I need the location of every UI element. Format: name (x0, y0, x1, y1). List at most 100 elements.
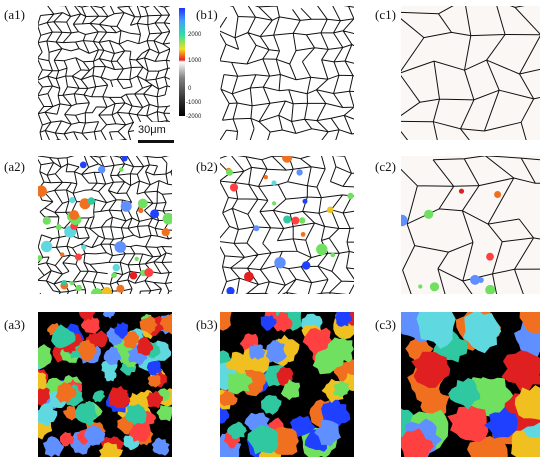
recrystallized-grain (416, 312, 456, 349)
recrystallized-grain (159, 313, 172, 335)
recrystallized-grain (55, 381, 77, 404)
nucleated-grain (137, 198, 148, 209)
grain-boundary-map-c2 (401, 156, 540, 294)
nucleated-grain (79, 161, 87, 169)
grain-map-c3 (401, 312, 540, 457)
recrystallized-grain (156, 405, 172, 422)
grain-boundary-network (38, 6, 170, 140)
recrystallized-grain (260, 394, 282, 415)
colorbar-tick-neg2000: -2000 (186, 114, 202, 120)
recrystallized-grain (484, 407, 518, 439)
recrystallized-grain (129, 420, 151, 442)
panel-label-b3: (b3) (196, 317, 218, 332)
nucleated-grain (69, 210, 80, 221)
colorbar-tick-neg1000: -1000 (186, 100, 202, 106)
recrystallized-grain (146, 390, 164, 409)
recrystallized-grain (146, 360, 163, 377)
nucleated-grain (458, 188, 465, 194)
recrystallized-grain (401, 428, 434, 457)
recrystallized-grain (247, 424, 279, 455)
nucleated-grain (111, 272, 117, 278)
recrystallized-grain (271, 312, 293, 333)
panel-label-a1: (a1) (4, 7, 25, 22)
scale-bar-line (138, 140, 174, 143)
grain-boundary-network (401, 6, 540, 140)
recrystallized-grain (114, 322, 129, 340)
nucleated-grain (134, 256, 139, 261)
nucleated-grain (274, 257, 286, 269)
nucleated-grain (116, 284, 125, 293)
panel-b1-grain-boundaries (220, 6, 354, 140)
recrystallized-grain (76, 339, 97, 361)
panel-a1-grain-boundaries (38, 6, 170, 140)
nucleated-grain (161, 228, 170, 237)
grain-boundary-network (38, 156, 172, 294)
nucleated-grain (282, 156, 293, 163)
panel-label-b2: (b2) (196, 159, 218, 174)
nucleated-grain (69, 197, 76, 204)
nucleated-grain (55, 224, 62, 231)
recrystallized-grain (226, 351, 250, 374)
recrystallized-grain (136, 337, 154, 356)
recrystallized-grain (121, 331, 141, 349)
nucleated-grain (418, 284, 423, 289)
panel-label-a3: (a3) (4, 317, 25, 332)
panel-label-a2: (a2) (4, 159, 25, 174)
recrystallized-grain (38, 344, 52, 368)
nucleated-grain (429, 282, 440, 292)
grain-map-a3 (38, 312, 172, 457)
recrystallized-grain (227, 368, 253, 395)
nucleated-grain (150, 209, 160, 219)
nucleated-grain (40, 240, 53, 253)
nucleated-grain (347, 192, 354, 200)
panel-c2-boundaries-with-grains (401, 156, 540, 294)
recrystallized-grain (151, 437, 170, 456)
recrystallized-grain (51, 324, 76, 349)
nucleated-grain (272, 201, 277, 206)
recrystallized-grain (265, 340, 287, 364)
nucleated-grain (38, 185, 47, 197)
recrystallized-grain (59, 431, 75, 447)
nucleated-grain (38, 255, 43, 261)
nucleated-grain (316, 243, 328, 256)
recrystallized-grain (260, 315, 277, 331)
colorbar-tick-1000: 1000 (188, 58, 202, 64)
nucleated-grain (114, 241, 127, 253)
nucleated-grain (401, 214, 408, 227)
nucleated-grain (244, 271, 254, 282)
recrystallized-grain (411, 351, 451, 388)
scale-bar-label: 30μm (138, 124, 166, 136)
panel-a3-recrystallized-grains (38, 312, 172, 457)
grain-boundary-map-a1 (38, 6, 170, 140)
recrystallized-grain (78, 312, 96, 322)
recrystallized-grain (92, 390, 106, 403)
recrystallized-grain (447, 405, 489, 443)
recrystallized-grain (139, 315, 158, 335)
nucleated-grain (69, 280, 75, 286)
nucleated-grain (112, 263, 121, 272)
grain-boundary-map-a2 (38, 156, 172, 294)
nucleated-grain (120, 200, 132, 212)
recrystallized-grain (220, 404, 230, 424)
nucleated-grain (302, 261, 311, 270)
recrystallized-grain (103, 346, 122, 366)
recrystallized-grain (220, 389, 238, 407)
nucleated-grain (253, 225, 260, 232)
panel-a2-boundaries-with-grains (38, 156, 172, 294)
recrystallized-grain (125, 403, 147, 426)
nucleated-grain (229, 183, 239, 192)
recrystallized-grain (74, 400, 99, 426)
recrystallized-grain (448, 378, 481, 410)
panel-label-b1: (b1) (196, 7, 218, 22)
nucleated-grain (296, 169, 303, 176)
recrystallized-grain (38, 371, 47, 390)
nucleated-grain (74, 253, 82, 261)
nucleated-grain (81, 244, 87, 250)
recrystallized-grain (102, 312, 116, 319)
recrystallized-grain (462, 312, 502, 354)
recrystallized-grain (501, 350, 540, 393)
nucleated-grain (75, 284, 82, 292)
nucleated-grain (327, 206, 334, 214)
colorbar-tick-0: 0 (188, 86, 192, 92)
nucleated-grain (101, 287, 112, 294)
